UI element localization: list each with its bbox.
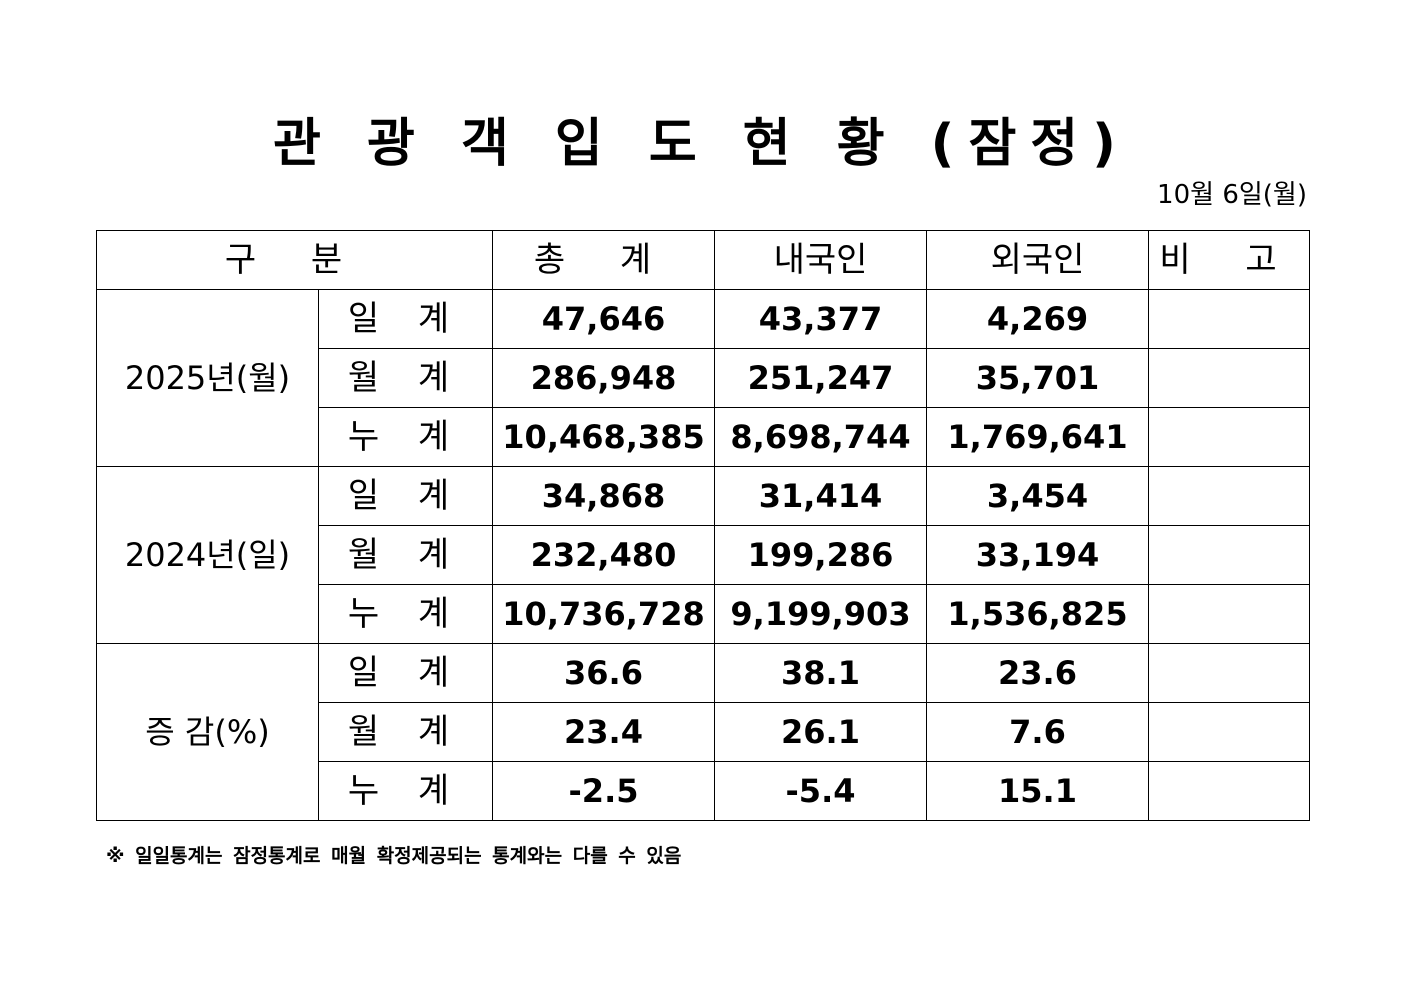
cell-foreign: 33,194 <box>926 525 1149 585</box>
cell-remarks <box>1148 761 1310 821</box>
cell-remarks <box>1148 525 1310 585</box>
cell-foreign: 7.6 <box>926 702 1149 762</box>
cell-total: 286,948 <box>492 348 715 408</box>
row-label: 월 계 <box>318 525 493 585</box>
cell-domestic: 26.1 <box>714 702 927 762</box>
cell-total: 10,468,385 <box>492 407 715 467</box>
cell-foreign: 1,769,641 <box>926 407 1149 467</box>
cell-domestic: 43,377 <box>714 289 927 349</box>
cell-total: 10,736,728 <box>492 584 715 644</box>
cell-foreign: 4,269 <box>926 289 1149 349</box>
table-row: 2025년(월) 일 계 47,646 43,377 4,269 <box>96 289 1310 467</box>
table-header-row: 구 분 총 계 내국인 외국인 비 고 <box>96 230 1310 290</box>
cell-total: 47,646 <box>492 289 715 349</box>
cell-foreign: 3,454 <box>926 466 1149 526</box>
cell-total: 36.6 <box>492 643 715 703</box>
cell-domestic: -5.4 <box>714 761 927 821</box>
cell-domestic: 38.1 <box>714 643 927 703</box>
row-label: 일 계 <box>318 289 493 349</box>
cell-remarks <box>1148 289 1310 349</box>
cell-domestic: 251,247 <box>714 348 927 408</box>
header-total: 총 계 <box>492 230 715 290</box>
row-label: 누 계 <box>318 761 493 821</box>
cell-foreign: 15.1 <box>926 761 1149 821</box>
cell-domestic: 9,199,903 <box>714 584 927 644</box>
cell-foreign: 35,701 <box>926 348 1149 408</box>
cell-foreign: 1,536,825 <box>926 584 1149 644</box>
row-label: 일 계 <box>318 466 493 526</box>
report-date: 10월 6일(월) <box>1157 180 1307 210</box>
table-row: 월 계 23.4 26.1 7.6 <box>97 702 1310 762</box>
row-label: 일 계 <box>318 643 493 703</box>
group-label: 2024년(일) <box>96 466 319 644</box>
table-row: 누 계 -2.5 -5.4 15.1 <box>97 761 1310 821</box>
visitor-stats-table: 구 분 총 계 내국인 외국인 비 고 2025년(월) 일 계 47,646 43,… <box>96 230 1310 821</box>
group-label: 증 감(%) <box>96 643 319 821</box>
cell-domestic: 31,414 <box>714 466 927 526</box>
cell-remarks <box>1148 348 1310 408</box>
row-label: 누 계 <box>318 407 493 467</box>
group-label: 2025년(월) <box>96 289 319 467</box>
table-row: 월 계 232,480 199,286 33,194 <box>97 525 1310 585</box>
table-row: 증 감(%) 일 계 36.6 38.1 23.6 <box>96 643 1310 821</box>
cell-total: -2.5 <box>492 761 715 821</box>
row-label: 누 계 <box>318 584 493 644</box>
header-domestic: 내국인 <box>714 230 927 290</box>
cell-total: 23.4 <box>492 702 715 762</box>
cell-total: 34,868 <box>492 466 715 526</box>
cell-remarks <box>1148 584 1310 644</box>
row-label: 월 계 <box>318 702 493 762</box>
row-label: 월 계 <box>318 348 493 408</box>
cell-domestic: 8,698,744 <box>714 407 927 467</box>
table-row: 2024년(일) 일 계 34,868 31,414 3,454 <box>96 466 1310 644</box>
header-remarks: 비 고 <box>1148 230 1310 290</box>
cell-remarks <box>1148 702 1310 762</box>
cell-remarks <box>1148 643 1310 703</box>
header-foreign: 외국인 <box>926 230 1149 290</box>
cell-remarks <box>1148 466 1310 526</box>
page-title: 관 광 객 입 도 현 황 (잠정) <box>273 114 1130 174</box>
header-category: 구 분 <box>96 230 493 290</box>
footnote: ※ 일일통계는 잠정통계로 매월 확정제공되는 통계와는 다를 수 있음 <box>106 845 682 867</box>
table-body: 구 분 총 계 내국인 외국인 비 고 2025년(월) 일 계 47,646 43,… <box>96 230 1310 821</box>
cell-domestic: 199,286 <box>714 525 927 585</box>
cell-total: 232,480 <box>492 525 715 585</box>
table-row: 누 계 10,736,728 9,199,903 1,536,825 <box>97 584 1310 644</box>
cell-remarks <box>1148 407 1310 467</box>
table-row: 누 계 10,468,385 8,698,744 1,769,641 <box>97 407 1310 467</box>
cell-foreign: 23.6 <box>926 643 1149 703</box>
